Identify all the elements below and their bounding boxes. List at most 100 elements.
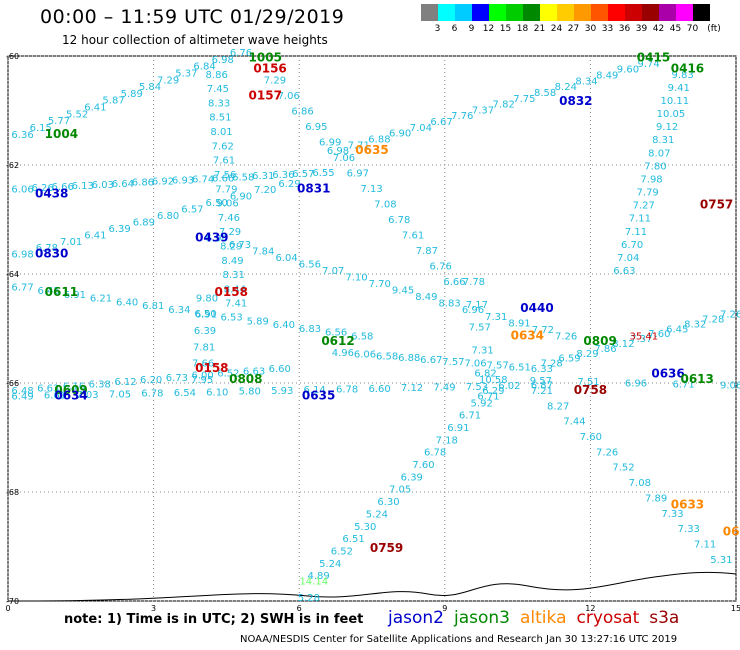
wave-height-value: 10.58 [479, 375, 508, 386]
wave-height-value: 6.98 [327, 146, 349, 157]
wave-height-value: 7.84 [252, 246, 274, 257]
pass-time-label: 0634 [54, 388, 87, 402]
wave-height-value: 8.01 [210, 127, 232, 138]
legend-swatch [421, 4, 438, 21]
wave-height-value: 8.29 [576, 349, 598, 360]
legend-swatch [523, 4, 540, 21]
legend-label: 18 [516, 24, 529, 34]
legend-label: 39 [635, 24, 648, 34]
lon-tick-label: 3 [151, 604, 156, 613]
wave-height-value: 6.82 [474, 368, 496, 379]
wave-height-value: 7.98 [640, 174, 662, 185]
wave-height-value: 8.33 [208, 98, 230, 109]
page-title: 00:00 – 11:59 UTC 01/29/2019 [40, 6, 345, 28]
wave-height-value: 6.06 [354, 350, 376, 361]
wave-height-value: 8.58 [534, 88, 556, 99]
wave-height-value: 6.39 [194, 326, 216, 337]
legend-swatch [642, 4, 659, 21]
wave-height-value: 7.17 [466, 300, 488, 311]
wave-height-value: 7.76 [451, 111, 473, 122]
wave-height-value: 5.92 [471, 398, 493, 409]
wave-height-value: 7.04 [410, 123, 432, 134]
wave-height-value: 14.14 [299, 577, 328, 588]
wave-height-value: 7.13 [360, 184, 382, 195]
wave-height-value: 6.97 [347, 168, 369, 179]
wave-height-value: 6.58 [351, 331, 373, 342]
pass-time-label: 1004 [45, 127, 78, 141]
wave-height-value: 8.86 [206, 70, 228, 81]
pass-time-label: 0612 [321, 334, 354, 348]
wave-height-value: 5.31 [710, 555, 732, 566]
wave-height-value: 35.41 [629, 331, 658, 342]
wave-height-value: 7.51 [577, 377, 599, 388]
wave-height-value: 6.90 [230, 192, 252, 203]
wave-height-value: 6.15 [30, 123, 52, 134]
wave-height-value: 8.29 [220, 241, 242, 252]
wave-height-value: 6.70 [621, 240, 643, 251]
legend-swatch [489, 4, 506, 21]
wave-height-value: 6.21 [90, 294, 112, 305]
legend-swatch [506, 4, 523, 21]
wave-height-value: 7.37 [472, 105, 494, 116]
lon-tick-label: 6 [297, 604, 302, 613]
wave-height-value: 7.70 [369, 279, 391, 290]
wave-height-value: 6.33 [531, 364, 553, 375]
wave-height-value: 6.03 [92, 180, 114, 191]
wave-height-value: 6.91 [447, 423, 469, 434]
wave-height-value: 9.83 [671, 70, 693, 81]
wave-height-value: 7.05 [389, 485, 411, 496]
satellite-name: jason3 [454, 608, 510, 628]
wave-height-value: 7.26 [720, 310, 740, 321]
wave-height-value: 5.28 [298, 593, 320, 604]
legend-swatch [472, 4, 489, 21]
wave-height-value: 7.72 [532, 325, 554, 336]
wave-height-value: 6.95 [305, 122, 327, 133]
wave-height-value: 8.31 [652, 135, 674, 146]
pass-time-label: 0633 [671, 497, 704, 511]
wave-height-value: 6.61 [44, 391, 66, 402]
wave-height-value: 7.31 [472, 346, 494, 357]
wave-height-value: 7.20 [254, 185, 276, 196]
wave-height-value: 6.10 [206, 387, 228, 398]
wave-height-value: 6.39 [401, 472, 423, 483]
lat-tick-label: -60 [6, 52, 19, 61]
wave-height-map: 0 3 6 9 12 15 -60 -62 -64 -66 -68 -70 6.36 6.15 5.77 5.… [5, 48, 740, 613]
wave-height-value: 5.77 [48, 116, 70, 127]
legend-label: 3 [434, 24, 441, 34]
wave-height-value: 7.29 [264, 75, 286, 86]
pass-time-label: 0158 [195, 361, 228, 375]
wave-height-value: 6.76 [430, 261, 452, 272]
wave-height-value: 7.82 [493, 100, 515, 111]
wave-height-value: 7.37 [630, 334, 652, 345]
wave-height-value: 6.40 [116, 297, 138, 308]
legend-swatch [455, 4, 472, 21]
wave-height-value: 6.98 [11, 250, 33, 261]
wave-height-value: 6.00 [191, 371, 213, 382]
pass-time-label: 0832 [559, 94, 592, 108]
wave-height-value: 6.91 [195, 310, 217, 321]
wave-height-value: 7.28 [540, 359, 562, 370]
wave-height-value: 7.87 [416, 246, 438, 257]
pass-time-label: 0635 [355, 143, 388, 157]
pass-time-label: 06 [723, 525, 740, 539]
pass-time-label: 0758 [574, 383, 607, 397]
wave-height-value: 9.06 [216, 199, 238, 210]
pass-time-label: 0415 [637, 50, 670, 64]
legend-swatch [608, 4, 625, 21]
wave-height-value: 7.44 [563, 417, 585, 428]
wave-height-value: 5.52 [66, 109, 88, 120]
legend-unit: (ft) [707, 24, 721, 34]
wave-height-value: 6.83 [299, 324, 321, 335]
wave-height-value: 6.66 [212, 173, 234, 184]
wave-height-value: 6.58 [232, 172, 254, 183]
wave-height-value: 6.34 [168, 305, 190, 316]
legend-label: 6 [451, 24, 458, 34]
wave-height-value: 6.66 [52, 182, 74, 193]
wave-height-value: 6.53 [220, 313, 242, 324]
pass-time-label: 0156 [253, 61, 286, 75]
wave-height-value: 8.24 [555, 82, 577, 93]
wave-height-value: 6.90 [389, 129, 411, 140]
wave-height-value: 6.04 [275, 253, 297, 264]
wave-height-value: 6.73 [166, 373, 188, 384]
wave-height-value: 6.45 [38, 286, 60, 297]
